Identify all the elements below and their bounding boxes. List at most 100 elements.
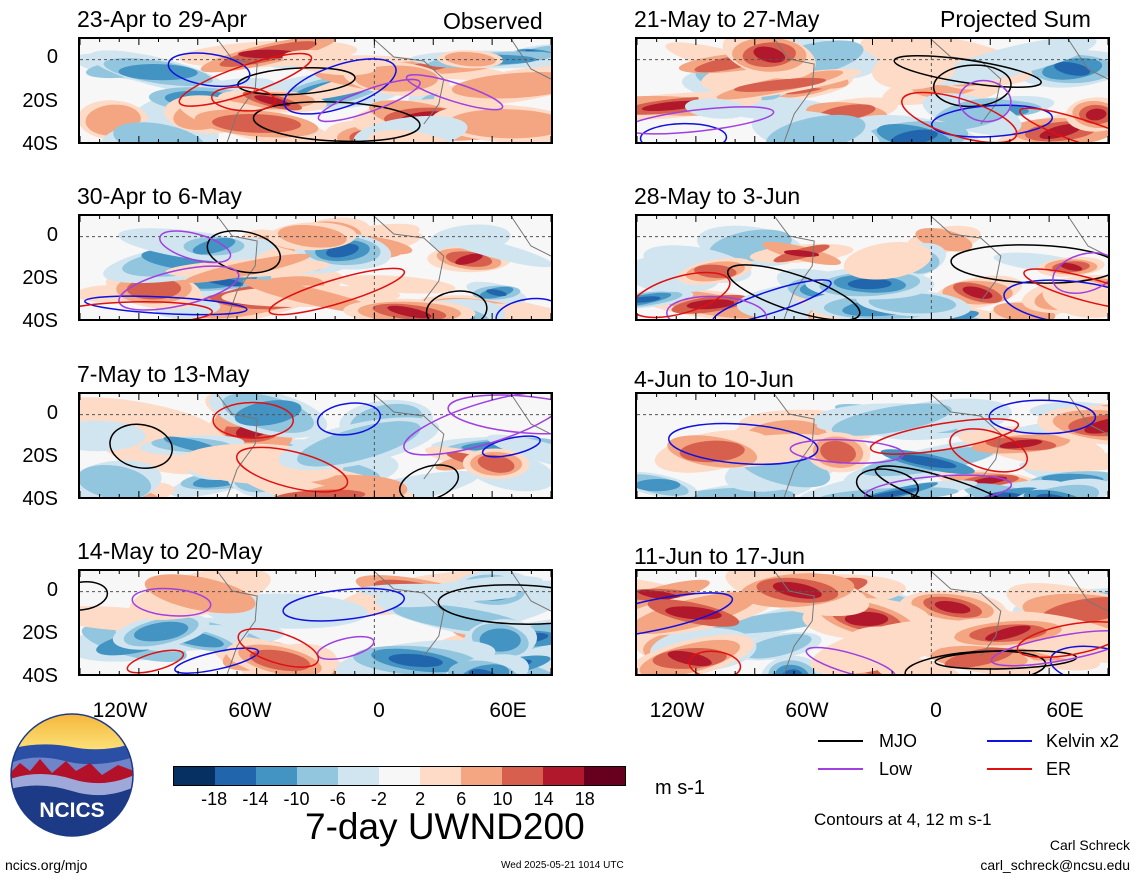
ytick-0-p2: 0 <box>46 224 58 246</box>
legend-line-kelvin <box>987 740 1032 742</box>
map-plot <box>80 571 551 674</box>
contour-mjo <box>893 55 1042 89</box>
xtick-60w-left: 60W <box>228 699 272 722</box>
map-panel-5 <box>635 37 1110 144</box>
xtick-60e-left: 60E <box>489 699 527 722</box>
contour-er <box>236 446 349 493</box>
colorbar <box>173 766 626 786</box>
coastline <box>216 571 551 674</box>
contour-er <box>869 418 1020 455</box>
panel-title-7: 4-Jun to 10-Jun <box>634 366 794 392</box>
anomaly-blob <box>234 400 302 426</box>
anomaly-blob <box>872 50 956 90</box>
contour-kelvin-x2 <box>988 399 1097 435</box>
contour-kelvin-x2 <box>167 52 251 88</box>
xtick-120w-left: 120W <box>92 699 148 722</box>
anomaly-blob <box>985 625 1031 641</box>
contour-low <box>1052 252 1108 294</box>
anomaly-blob <box>249 649 311 672</box>
anomaly-blob <box>1039 123 1082 140</box>
coastline <box>773 39 1108 142</box>
anomaly-blob <box>1085 108 1107 121</box>
contour-low <box>403 394 551 456</box>
colorbar-tick-label: -14 <box>242 789 269 809</box>
contour-mjo <box>932 64 1012 108</box>
contour-low <box>666 295 768 319</box>
anomaly-blob <box>972 476 1008 485</box>
contour-kelvin-x2 <box>283 58 397 115</box>
contour-mjo <box>726 264 861 319</box>
contour-mjo <box>855 468 919 497</box>
anomaly-blob <box>667 650 712 667</box>
colorbar-tick-label: 10 <box>492 789 513 809</box>
anomaly-blob <box>437 233 551 268</box>
timestamp: Wed 2025-05-21 1014 UTC <box>501 860 624 871</box>
anomaly-blob <box>637 296 661 303</box>
map-panel-8 <box>635 569 1110 676</box>
contour-kelvin-x2 <box>495 297 551 319</box>
anomaly-blob <box>486 434 551 471</box>
anomaly-blob <box>126 278 182 300</box>
colorbar-swatch <box>502 767 543 785</box>
anomaly-blob <box>80 420 146 452</box>
contour-low <box>405 74 504 111</box>
map-plot <box>637 571 1108 674</box>
panel-title-4: 14-May to 20-May <box>77 538 263 564</box>
site-link[interactable]: ncics.org/mjo <box>5 857 88 873</box>
colorbar-swatch <box>256 767 297 785</box>
contour-er <box>268 267 406 316</box>
anomaly-blob <box>486 289 507 297</box>
contour-er <box>901 91 1018 142</box>
ytick-40s-p1: 40S <box>22 133 58 155</box>
panel-title-6: 28-May to 3-Jun <box>634 183 801 209</box>
ytick-0-p1: 0 <box>46 46 58 68</box>
contour-low <box>637 106 775 135</box>
ytick-40s-p3: 40S <box>22 488 58 510</box>
anomaly-blob <box>1054 62 1091 76</box>
anomaly-blob <box>80 397 216 440</box>
anomaly-blob <box>637 478 681 492</box>
anomaly-shading <box>637 39 1108 142</box>
colorbar-tick-label: -2 <box>370 789 387 809</box>
contour-mjo <box>425 290 488 319</box>
panel-title-2: 30-Apr to 6-May <box>77 183 242 209</box>
contour-kelvin-x2 <box>174 647 260 674</box>
ytick-20s-p3: 20S <box>22 445 58 467</box>
contour-mjo <box>874 465 1019 497</box>
contour-kelvin-x2 <box>282 587 406 622</box>
contour-er <box>1019 107 1108 142</box>
contour-low <box>159 230 232 264</box>
map-plot <box>80 394 551 497</box>
contour-kelvin-x2 <box>637 592 734 638</box>
map-panel-7 <box>635 392 1110 499</box>
anomaly-shading <box>80 394 551 497</box>
xtick-120w-right: 120W <box>649 699 705 722</box>
contour-mjo <box>399 464 460 497</box>
legend-line-mjo <box>818 740 863 742</box>
anomaly-blob <box>929 39 1097 86</box>
anomaly-blob <box>988 492 1029 497</box>
anomaly-blob <box>254 95 291 107</box>
contour-er <box>637 271 731 319</box>
anomaly-blob <box>774 664 810 674</box>
email[interactable]: carl_schreck@ncsu.edu <box>980 857 1130 873</box>
anomaly-blob <box>282 49 377 76</box>
map-panel-6 <box>635 214 1110 321</box>
xtick-60w-right: 60W <box>785 699 829 722</box>
contour-kelvin-x2 <box>639 122 728 142</box>
contour-er <box>237 628 320 668</box>
panel-title-3: 7-May to 13-May <box>77 361 250 387</box>
colorbar-tick-label: 14 <box>533 789 554 809</box>
map-plot <box>80 39 551 142</box>
ncics-logo[interactable]: NCICS <box>10 713 134 837</box>
xtick-0-right: 0 <box>930 699 942 722</box>
legend-label-er: ER <box>1046 759 1072 779</box>
contour-kelvin-x2 <box>712 279 832 319</box>
anomaly-blob <box>113 122 206 142</box>
anomaly-blob <box>847 278 892 290</box>
contour-kelvin-x2 <box>316 402 381 436</box>
contour-kelvin-x2 <box>1003 279 1108 319</box>
xtick-60e-right: 60E <box>1046 699 1084 722</box>
anomaly-blob <box>388 653 443 668</box>
map-panel-3 <box>78 392 553 499</box>
